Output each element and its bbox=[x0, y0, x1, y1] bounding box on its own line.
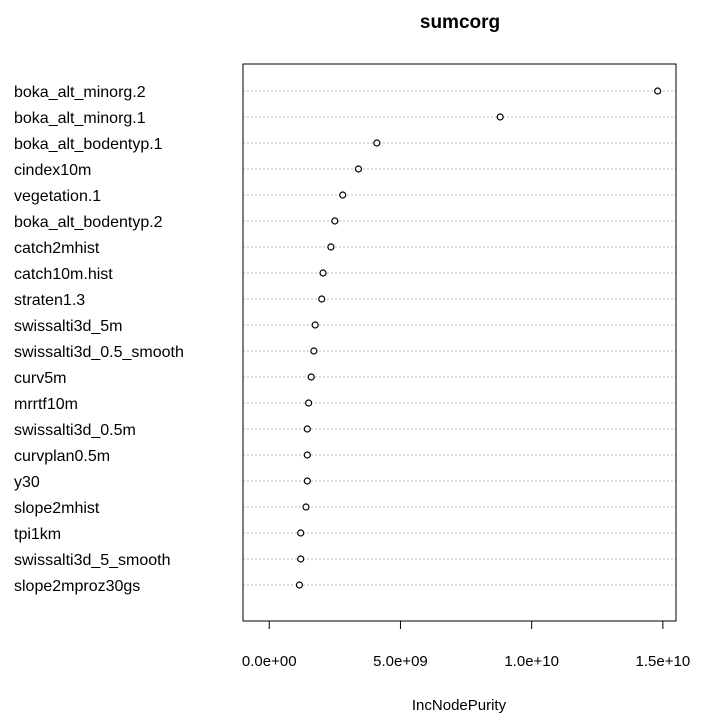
category-label: swissalti3d_0.5_smooth bbox=[14, 344, 184, 361]
category-label: straten1.3 bbox=[14, 292, 85, 309]
x-tick-label: 0.0e+00 bbox=[242, 653, 297, 670]
category-label: catch10m.hist bbox=[14, 266, 113, 283]
category-label: tpi1km bbox=[14, 526, 61, 543]
category-label: y30 bbox=[14, 474, 40, 491]
chart-title: sumcorg bbox=[420, 12, 500, 33]
data-point bbox=[319, 269, 327, 277]
category-label: boka_alt_minorg.1 bbox=[14, 110, 146, 127]
data-point bbox=[354, 165, 363, 173]
category-label: boka_alt_minorg.2 bbox=[14, 84, 146, 101]
grid-lines bbox=[243, 90, 676, 586]
x-tick-label: 1.5e+10 bbox=[636, 653, 691, 670]
data-points bbox=[295, 87, 662, 589]
data-point bbox=[307, 373, 315, 381]
category-label: cindex10m bbox=[14, 162, 91, 179]
data-point bbox=[339, 191, 347, 199]
data-point bbox=[297, 555, 305, 563]
category-label: swissalti3d_0.5m bbox=[14, 422, 136, 439]
x-tick-label: 5.0e+09 bbox=[373, 653, 428, 670]
data-point bbox=[496, 113, 504, 121]
category-label: curvplan0.5m bbox=[14, 448, 110, 465]
category-label: boka_alt_bodentyp.1 bbox=[14, 136, 163, 153]
data-point bbox=[318, 295, 326, 303]
x-axis: 0.0e+00 5.0e+09 1.0e+10 1.5e+10 bbox=[242, 620, 691, 670]
data-point bbox=[373, 139, 381, 147]
data-point bbox=[310, 347, 318, 355]
category-label: mrrtf10m bbox=[14, 396, 78, 413]
data-point bbox=[302, 503, 310, 511]
data-point bbox=[303, 451, 311, 459]
category-label: curv5m bbox=[14, 370, 66, 387]
data-point bbox=[295, 581, 304, 589]
category-label: vegetation.1 bbox=[14, 188, 101, 205]
category-labels: boka_alt_minorg.2 boka_alt_minorg.1 boka_a… bbox=[14, 84, 184, 595]
category-label: catch2mhist bbox=[14, 240, 100, 257]
x-tick-label: 1.0e+10 bbox=[504, 653, 559, 670]
data-point bbox=[311, 321, 319, 329]
data-point bbox=[303, 477, 311, 485]
category-label: swissalti3d_5m bbox=[14, 318, 122, 335]
data-point bbox=[297, 529, 305, 537]
data-point bbox=[331, 217, 339, 225]
category-label: slope2mhist bbox=[14, 500, 100, 517]
x-axis-title: IncNodePurity bbox=[412, 697, 507, 714]
data-point bbox=[303, 425, 311, 433]
category-label: swissalti3d_5_smooth bbox=[14, 552, 171, 569]
data-point bbox=[327, 243, 335, 251]
data-point bbox=[305, 399, 313, 407]
category-label: slope2mproz30gs bbox=[14, 578, 140, 595]
category-label: boka_alt_bodentyp.2 bbox=[14, 214, 163, 231]
data-point bbox=[654, 87, 662, 95]
plot-frame bbox=[242, 63, 677, 622]
